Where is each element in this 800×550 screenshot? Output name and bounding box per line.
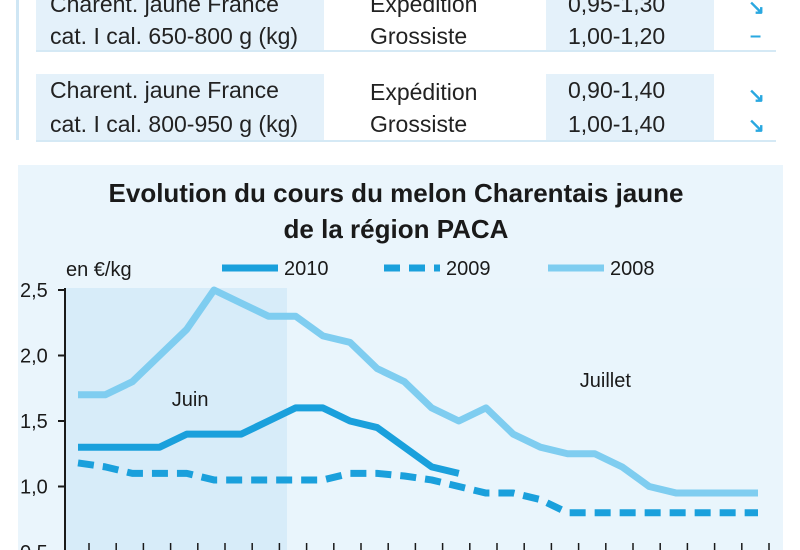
price-expedition: 0,95-1,30 — [568, 0, 666, 17]
row-divider — [36, 140, 776, 142]
label-band — [36, 0, 324, 52]
trend-down-icon: ↘ — [748, 0, 765, 19]
y-axis-unit-label: en €/kg — [66, 259, 132, 281]
series-lines — [77, 286, 758, 517]
price-band — [546, 0, 714, 52]
y-tick-label: 1,0 — [20, 477, 48, 499]
june-shade — [65, 288, 287, 550]
label-band — [36, 74, 324, 142]
annotations: Juin Juillet — [172, 370, 632, 411]
price-grossiste: 1,00-1,40 — [568, 111, 666, 137]
stage-grossiste: Grossiste — [370, 111, 468, 137]
series-line-2009 — [77, 459, 758, 517]
x-axis-ticks — [88, 543, 770, 550]
row-divider — [36, 50, 776, 52]
series-line-2008 — [78, 286, 758, 497]
product-label-line1: Charent. jaune France — [50, 77, 279, 103]
stage-expedition: Expédition — [370, 0, 478, 17]
y-tick-label: 2,5 — [20, 280, 48, 302]
trend-stable-icon: – — [750, 25, 762, 47]
trend-down-icon: ↘ — [748, 85, 765, 107]
table-left-border — [16, 0, 19, 140]
trend-down-icon: ↘ — [748, 115, 765, 137]
stage-expedition: Expédition — [370, 79, 478, 105]
legend: 2010 2009 2008 — [222, 258, 655, 280]
product-label-line1: Charent. jaune France — [50, 0, 279, 17]
y-tick-label: 0,5 — [20, 542, 48, 550]
y-axis-ticks: 2,5 2,0 1,5 1,0 0,5 — [20, 280, 65, 550]
price-grossiste: 1,00-1,20 — [568, 23, 666, 49]
july-shade — [287, 288, 760, 550]
product-label-line2: cat. I cal. 650-800 g (kg) — [50, 23, 299, 49]
legend-label-2010: 2010 — [284, 258, 329, 280]
y-tick-label: 1,5 — [20, 411, 48, 433]
chart-subtitle: de la région PACA — [284, 214, 509, 244]
legend-label-2008: 2008 — [610, 258, 655, 280]
chart-title: Evolution du cours du melon Charentais j… — [109, 178, 684, 208]
price-table: Charent. jaune France cat. I cal. 650-80… — [0, 0, 800, 150]
price-expedition: 0,90-1,40 — [568, 77, 666, 103]
annotation-label: Juillet — [580, 370, 632, 392]
y-tick-label: 2,0 — [20, 346, 48, 368]
stage-grossiste: Grossiste — [370, 23, 468, 49]
table-row-group-650-800: Charent. jaune France cat. I cal. 650-80… — [36, 0, 776, 52]
legend-label-2009: 2009 — [446, 258, 491, 280]
table-row-group-800-950: Charent. jaune France cat. I cal. 800-95… — [36, 74, 776, 142]
annotation-label: Juin — [172, 389, 209, 411]
price-band — [546, 74, 714, 142]
series-line-2010 — [78, 404, 460, 477]
product-label-line2: cat. I cal. 800-950 g (kg) — [50, 111, 299, 137]
